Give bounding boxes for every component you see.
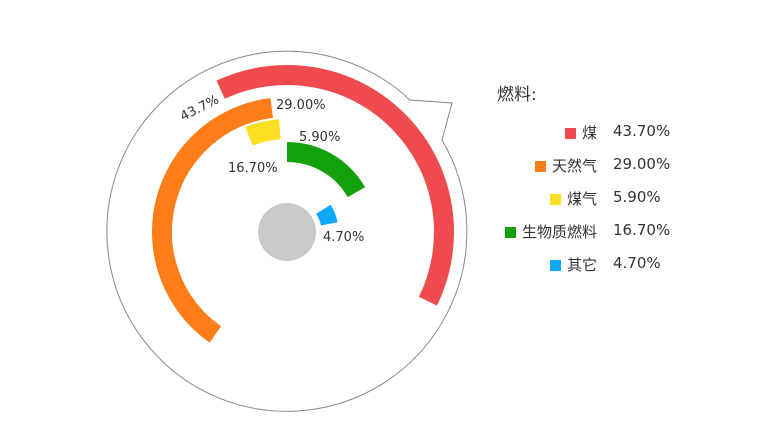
- legend-value: 4.70%: [613, 254, 661, 272]
- legend-label: 其它: [549, 254, 597, 275]
- legend-value: 5.90%: [613, 188, 661, 206]
- legend-value: 16.70%: [613, 221, 671, 239]
- center-circle: [258, 203, 316, 261]
- legend-label: 生物质燃料: [504, 221, 597, 242]
- legend-swatch: [564, 128, 576, 139]
- legend-item-other[interactable]: 其它 4.70%: [497, 254, 677, 274]
- legend-category: 煤: [581, 124, 597, 142]
- legend-swatch: [504, 227, 516, 238]
- legend-item-gas[interactable]: 煤气 5.90%: [497, 188, 677, 208]
- legend-category: 煤气: [566, 190, 597, 208]
- legend-category: 其它: [566, 256, 597, 274]
- data-label-biomass: 16.70%: [228, 161, 278, 176]
- data-label-natural-gas: 29.00%: [276, 98, 326, 113]
- speech-bubble: [106, 50, 468, 412]
- legend-label: 煤: [564, 122, 597, 143]
- legend-item-biomass[interactable]: 生物质燃料 16.70%: [497, 221, 677, 241]
- bar-other: [316, 204, 338, 226]
- bar-coal: [216, 65, 454, 306]
- data-label-gas: 5.90%: [299, 130, 340, 145]
- legend-swatch: [534, 161, 546, 172]
- legend-swatch: [549, 260, 561, 271]
- legend-item-natural-gas[interactable]: 天然气 29.00%: [497, 155, 677, 175]
- legend-value: 29.00%: [613, 155, 671, 173]
- legend-category: 天然气: [551, 157, 597, 175]
- bar-biomass: [286, 142, 366, 198]
- legend-category: 生物质燃料: [521, 223, 597, 241]
- legend-swatch: [549, 194, 561, 205]
- legend-value: 43.70%: [613, 122, 671, 140]
- legend-title: 燃料:: [497, 85, 537, 105]
- data-label-other: 4.70%: [323, 230, 364, 245]
- legend-item-coal[interactable]: 煤 43.70%: [497, 122, 677, 142]
- legend: 燃料: 煤 43.70% 天然气 29.00% 煤气 5.90% 生物质燃料 16.70% 其它…: [497, 80, 670, 274]
- bar-gas: [245, 119, 281, 146]
- legend-label: 煤气: [549, 188, 597, 209]
- legend-label: 天然气: [534, 155, 597, 176]
- bar-natural-gas: [152, 98, 274, 343]
